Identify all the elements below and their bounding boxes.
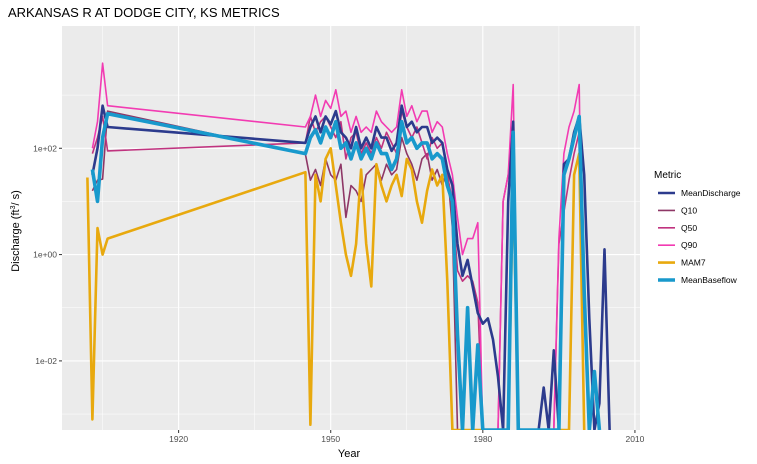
x-axis: 1920 1950 1980 2010 xyxy=(169,430,645,444)
plot-background xyxy=(62,26,640,430)
legend-label-meandischarge: MeanDischarge xyxy=(681,188,741,198)
legend: Metric MeanDischarge Q10 Q50 Q90 MAM7 MeanBas… xyxy=(654,170,741,285)
series-line-q90 xyxy=(91,62,585,430)
x-axis-label: Year xyxy=(338,448,361,460)
grid-lines xyxy=(62,26,640,430)
legend-label-q50: Q50 xyxy=(681,223,697,233)
x-tick-label: 1950 xyxy=(321,434,340,444)
legend-label-q10: Q10 xyxy=(681,205,697,215)
x-tick-label: 2010 xyxy=(625,434,644,444)
legend-label-q90: Q90 xyxy=(681,240,697,250)
legend-title: Metric xyxy=(654,170,681,181)
y-axis-label-main: Discharge (ft xyxy=(10,209,22,271)
y-tick-label: 1e-02 xyxy=(35,356,57,366)
y-axis-label-tail: / s) xyxy=(10,190,22,205)
y-axis-label: Discharge (ft3/ s) xyxy=(10,190,22,272)
x-tick-label: 1920 xyxy=(169,434,188,444)
y-axis-label-superscript: 3 xyxy=(10,205,17,209)
plot-panel xyxy=(62,26,640,430)
series-line-mam7 xyxy=(86,147,586,430)
y-tick-label: 1e+00 xyxy=(33,250,57,260)
legend-label-mam7: MAM7 xyxy=(681,258,706,268)
x-tick-label: 1980 xyxy=(473,434,492,444)
y-axis: 1e+02 1e+00 1e-02 xyxy=(33,143,62,366)
y-tick-label: 1e+02 xyxy=(33,143,57,153)
series-line-meanbaseflow xyxy=(90,111,602,430)
chart-title: ARKANSAS R AT DODGE CITY, KS METRICS xyxy=(8,5,280,20)
legend-label-meanbaseflow: MeanBaseflow xyxy=(681,275,738,285)
series-line-q10 xyxy=(91,110,459,430)
series-lines xyxy=(86,62,611,430)
